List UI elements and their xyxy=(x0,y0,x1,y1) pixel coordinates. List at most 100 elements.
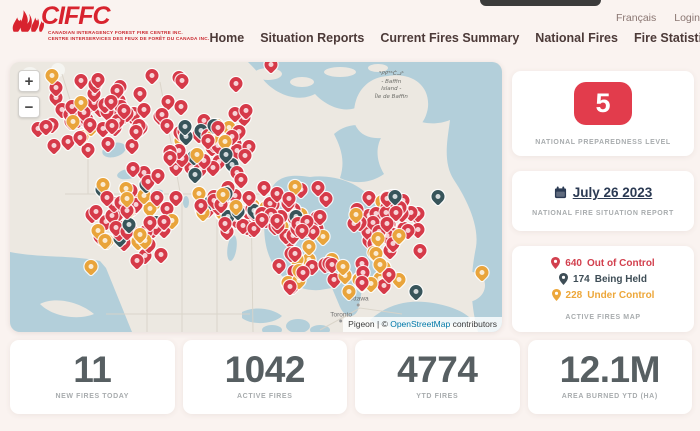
fire-marker-out-of-control[interactable] xyxy=(142,66,161,86)
brand-tagline-fr: CENTRE INTERSERVICES DES FEUX DE FORÊT D… xyxy=(48,36,210,42)
fire-marker-out-of-control[interactable] xyxy=(160,148,180,168)
fire-marker-out-of-control[interactable] xyxy=(410,240,429,261)
fire-marker-out-of-control[interactable] xyxy=(227,74,246,94)
fire-marker-under-control[interactable] xyxy=(226,197,246,217)
fire-marker-out-of-control[interactable] xyxy=(102,116,122,136)
fire-marker-out-of-control[interactable] xyxy=(127,251,146,271)
fire-marker-under-control[interactable] xyxy=(340,281,359,302)
fire-marker-out-of-control[interactable] xyxy=(359,188,379,208)
fire-marker-out-of-control[interactable] xyxy=(127,122,146,142)
fire-marker-out-of-control[interactable] xyxy=(171,96,190,117)
fire-marker-out-of-control[interactable] xyxy=(280,276,299,297)
fire-marker-out-of-control[interactable] xyxy=(101,92,121,112)
fire-marker-out-of-control[interactable] xyxy=(268,211,287,231)
fire-marker-under-control[interactable] xyxy=(82,257,101,277)
fire-marker-out-of-control[interactable] xyxy=(71,71,90,91)
fire-marker-out-of-control[interactable] xyxy=(44,136,64,156)
fire-marker-being-held[interactable] xyxy=(175,117,194,137)
fire-marker-under-control[interactable] xyxy=(371,255,390,275)
stat-active-fires: 1042 ACTIVE FIRES xyxy=(182,340,347,414)
fire-marker-out-of-control[interactable] xyxy=(236,101,256,121)
report-label: NATIONAL FIRE SITUATION REPORT xyxy=(532,210,674,217)
fire-marker-out-of-control[interactable] xyxy=(154,212,174,232)
nav-item-fire-statistics[interactable]: Fire Statistics xyxy=(633,31,700,45)
fire-marker-out-of-control[interactable] xyxy=(308,178,327,198)
stat-ytd-fires: 4774 YTD FIRES xyxy=(355,340,520,414)
nav-item-situation-reports[interactable]: Situation Reports xyxy=(260,31,365,45)
legend-label: ACTIVE FIRES MAP xyxy=(565,314,641,321)
situation-report-date-link[interactable]: July 26 2023 xyxy=(554,185,653,200)
fire-marker-under-control[interactable] xyxy=(63,112,83,132)
preparedness-card: 5 NATIONAL PREPAREDNESS LEVEL xyxy=(512,71,694,156)
nav-item-national-fires[interactable]: National Fires xyxy=(535,31,618,45)
nav-item-current-fires-summary[interactable]: Current Fires Summary xyxy=(380,31,520,45)
active-fires-legend-card: 640 Out of Control 174 Being Held 228 Un… xyxy=(512,246,694,332)
fire-marker-out-of-control[interactable] xyxy=(215,213,234,234)
fire-marker-under-control[interactable] xyxy=(333,257,353,277)
fire-marker-out-of-control[interactable] xyxy=(240,188,259,208)
fire-marker-out-of-control[interactable] xyxy=(86,202,106,222)
nav-item-home[interactable]: Home xyxy=(209,31,245,45)
city-label-ottawa: Ottawa xyxy=(348,295,369,306)
brand-logo[interactable]: CIFFC CANADIAN INTERAGENCY FOREST FIRE C… xyxy=(10,2,210,43)
fire-marker-out-of-control[interactable] xyxy=(151,244,171,265)
fire-marker-out-of-control[interactable] xyxy=(114,101,133,121)
fire-marker-out-of-control[interactable] xyxy=(98,134,117,154)
fire-marker-out-of-control[interactable] xyxy=(191,196,211,216)
fire-marker-out-of-control[interactable] xyxy=(167,188,186,208)
fire-marker-under-control[interactable] xyxy=(214,185,233,205)
fire-marker-out-of-control[interactable] xyxy=(80,115,99,135)
fire-marker-being-held[interactable] xyxy=(428,187,448,207)
fire-marker-out-of-control[interactable] xyxy=(148,188,167,208)
zoom-out-button[interactable]: − xyxy=(18,96,40,118)
city-label-toronto: Toronto xyxy=(330,312,352,323)
login-label: Login xyxy=(674,12,700,24)
stat-new-fires-today: 11 NEW FIRES TODAY xyxy=(10,340,175,414)
fire-marker-under-control[interactable] xyxy=(131,225,150,245)
brand-name: CIFFC xyxy=(41,2,111,30)
fire-marker-under-control[interactable] xyxy=(43,66,62,86)
stats-row: 11 NEW FIRES TODAY 1042 ACTIVE FIRES 477… xyxy=(0,332,700,414)
fire-marker-out-of-control[interactable] xyxy=(236,146,255,166)
zoom-in-button[interactable]: + xyxy=(18,70,40,92)
fire-marker-under-control[interactable] xyxy=(299,237,318,257)
fire-marker-out-of-control[interactable] xyxy=(36,117,55,137)
fire-marker-being-held[interactable] xyxy=(406,281,426,302)
fire-marker-out-of-control[interactable] xyxy=(231,170,250,190)
fire-marker-out-of-control[interactable] xyxy=(261,62,280,75)
fire-marker-out-of-control[interactable] xyxy=(292,221,311,241)
pin-icon xyxy=(551,289,561,301)
language-link[interactable]: Français xyxy=(615,12,657,24)
fire-marker-under-control[interactable] xyxy=(71,93,91,113)
fire-marker-out-of-control[interactable] xyxy=(279,189,298,209)
map-zoom-controls: + − xyxy=(18,70,40,118)
fire-marker-out-of-control[interactable] xyxy=(294,263,313,283)
fires-map[interactable]: ᕿᑭᖅᑖᓗᒃ - Baffin Island - Île de Baffin O… xyxy=(10,62,502,332)
fire-marker-out-of-control[interactable] xyxy=(97,188,117,208)
pin-icon xyxy=(551,257,561,269)
fire-marker-out-of-control[interactable] xyxy=(285,244,305,264)
situation-report-card: July 26 2023 NATIONAL FIRE SITUATION REP… xyxy=(512,171,694,231)
login-link[interactable]: Login xyxy=(674,12,700,24)
fire-marker-under-control[interactable] xyxy=(389,226,409,246)
fire-marker-under-control[interactable] xyxy=(346,205,365,225)
fire-marker-out-of-control[interactable] xyxy=(148,165,167,186)
fire-marker-out-of-control[interactable] xyxy=(254,178,274,198)
fire-marker-being-held[interactable] xyxy=(386,187,405,207)
fire-marker-out-of-control[interactable] xyxy=(352,273,372,293)
fire-marker-out-of-control[interactable] xyxy=(172,71,192,91)
fire-marker-under-control[interactable] xyxy=(117,189,137,209)
brand-tagline-en: CANADIAN INTERAGENCY FOREST FIRE CENTRE … xyxy=(48,29,183,35)
fire-marker-out-of-control[interactable] xyxy=(157,116,177,137)
fire-marker-out-of-control[interactable] xyxy=(124,159,143,179)
report-date-text: July 26 2023 xyxy=(572,185,653,200)
fire-marker-under-control[interactable] xyxy=(473,263,492,283)
fire-marker-out-of-control[interactable] xyxy=(208,118,228,138)
fire-marker-out-of-control[interactable] xyxy=(269,256,288,276)
fire-marker-out-of-control[interactable] xyxy=(134,99,154,120)
openstreetmap-link[interactable]: OpenStreetMap xyxy=(390,319,451,329)
fire-marker-out-of-control[interactable] xyxy=(88,69,107,90)
fire-marker-out-of-control[interactable] xyxy=(252,210,271,230)
flame-logo-icon xyxy=(12,10,45,32)
fire-marker-being-held[interactable] xyxy=(217,145,236,165)
